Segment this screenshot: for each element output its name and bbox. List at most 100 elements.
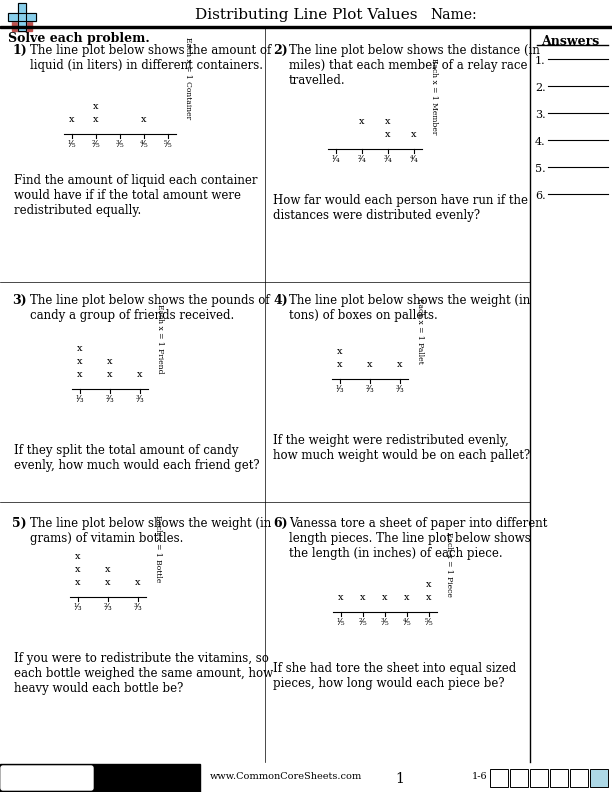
Text: ¹⁄₅: ¹⁄₅ [337, 618, 345, 627]
Text: Each x = 1 Piece: Each x = 1 Piece [445, 532, 453, 597]
Text: Name:: Name: [430, 8, 477, 22]
Text: Each x = 1 Member: Each x = 1 Member [430, 58, 438, 134]
Text: 67: 67 [513, 771, 524, 779]
Text: x: x [93, 115, 99, 124]
Text: x: x [337, 347, 343, 356]
Text: Each x = 1 Bottle: Each x = 1 Bottle [154, 515, 162, 582]
Text: 4.: 4. [535, 137, 546, 147]
Text: 5): 5) [12, 517, 27, 530]
Text: ¹⁄₃: ¹⁄₃ [76, 395, 84, 404]
Bar [8, 13, 36, 21]
Text: Vanessa tore a sheet of paper into different
length pieces. The line plot below : Vanessa tore a sheet of paper into diffe… [289, 517, 547, 560]
Text: ²⁄₃: ²⁄₃ [103, 603, 113, 612]
Text: x: x [426, 593, 431, 602]
Bar [510, 769, 528, 787]
Text: 1: 1 [395, 772, 405, 786]
Text: x: x [77, 370, 83, 379]
Text: x: x [367, 360, 373, 369]
Text: 5.: 5. [535, 164, 546, 174]
Text: x: x [93, 102, 99, 111]
Text: x: x [385, 117, 390, 126]
Text: ²⁄₃: ²⁄₃ [365, 385, 375, 394]
Text: 6): 6) [273, 517, 288, 530]
Text: x: x [75, 578, 81, 587]
Text: x: x [405, 593, 410, 602]
Text: Each x = 1 Pallet: Each x = 1 Pallet [416, 299, 424, 364]
Text: ¹⁄₃: ¹⁄₃ [336, 385, 345, 394]
Text: www.CommonCoreSheets.com: www.CommonCoreSheets.com [210, 772, 362, 781]
Text: ⁴⁄₅: ⁴⁄₅ [140, 140, 148, 149]
Text: 6.: 6. [535, 191, 546, 201]
Text: x: x [141, 115, 147, 124]
Text: ¹⁄₅: ¹⁄₅ [68, 140, 76, 149]
Text: 17: 17 [573, 771, 584, 779]
Text: 0: 0 [596, 771, 602, 779]
Text: If they split the total amount of candy
evenly, how much would each friend get?: If they split the total amount of candy … [14, 444, 259, 472]
Text: The line plot below shows the weight (in
tons) of boxes on pallets.: The line plot below shows the weight (in… [289, 294, 530, 322]
Text: The line plot below shows the amount of
liquid (in liters) in different containe: The line plot below shows the amount of … [30, 44, 271, 72]
Text: ²⁄₅: ²⁄₅ [92, 140, 100, 149]
Text: 1.: 1. [535, 56, 546, 66]
Text: x: x [360, 593, 366, 602]
Text: If she had tore the sheet into equal sized
pieces, how long would each piece be?: If she had tore the sheet into equal siz… [273, 662, 517, 690]
Bar [18, 3, 26, 31]
Text: 1): 1) [12, 44, 27, 57]
Bar [0, 764, 200, 792]
Text: x: x [69, 115, 75, 124]
Text: Find the amount of liquid each container
would have if if the total amount were
: Find the amount of liquid each container… [14, 174, 258, 217]
Text: x: x [107, 370, 113, 379]
Bar [8, 13, 36, 21]
Text: x: x [77, 344, 83, 353]
Text: x: x [337, 360, 343, 369]
Text: 2): 2) [273, 44, 288, 57]
FancyBboxPatch shape [1, 766, 93, 790]
Text: ³⁄₄: ³⁄₄ [384, 155, 392, 164]
Text: 83: 83 [494, 771, 504, 779]
Text: ⁵⁄₅: ⁵⁄₅ [163, 140, 173, 149]
Text: Answers: Answers [541, 35, 599, 48]
Text: x: x [105, 565, 111, 574]
Text: The line plot below shows the weight (in
grams) of vitamin bottles.: The line plot below shows the weight (in… [30, 517, 271, 545]
Text: ³⁄₃: ³⁄₃ [395, 385, 405, 394]
Text: ²⁄₄: ²⁄₄ [357, 155, 367, 164]
Text: ⁵⁄₅: ⁵⁄₅ [425, 618, 433, 627]
Bar [550, 769, 568, 787]
Bar [12, 21, 32, 31]
Text: Solve each problem.: Solve each problem. [8, 32, 150, 45]
Text: ³⁄₃: ³⁄₃ [133, 603, 143, 612]
Text: ²⁄₃: ²⁄₃ [106, 395, 114, 404]
Text: x: x [137, 370, 143, 379]
Text: x: x [385, 130, 390, 139]
Text: x: x [426, 580, 431, 589]
Text: 2.: 2. [535, 83, 546, 93]
Text: x: x [411, 130, 417, 139]
Text: Each x = 1 Container: Each x = 1 Container [184, 37, 192, 119]
Bar [530, 769, 548, 787]
Text: If you were to redistribute the vitamins, so
each bottle weighed the same amount: If you were to redistribute the vitamins… [14, 652, 273, 695]
Text: x: x [107, 357, 113, 366]
Bar [0, 25, 612, 28]
Text: 1-6: 1-6 [472, 772, 488, 781]
Text: 3.: 3. [535, 110, 546, 120]
Text: If the weight were redistributed evenly,
how much weight would be on each pallet: If the weight were redistributed evenly,… [273, 434, 530, 462]
Text: x: x [105, 578, 111, 587]
Text: x: x [338, 593, 344, 602]
Text: ⁴⁄₅: ⁴⁄₅ [403, 618, 411, 627]
Text: Math: Math [26, 767, 67, 781]
Bar [18, 3, 26, 31]
Text: 4): 4) [273, 294, 288, 307]
Text: 50: 50 [534, 771, 544, 779]
Bar [590, 769, 608, 787]
Text: x: x [382, 593, 388, 602]
Text: ⁴⁄₄: ⁴⁄₄ [409, 155, 419, 164]
Text: ³⁄₅: ³⁄₅ [381, 618, 389, 627]
Text: x: x [397, 360, 403, 369]
Text: 3): 3) [12, 294, 27, 307]
Text: x: x [75, 552, 81, 561]
Bar [490, 769, 508, 787]
Text: ¹⁄₄: ¹⁄₄ [332, 155, 340, 164]
Text: x: x [359, 117, 365, 126]
Text: ²⁄₅: ²⁄₅ [359, 618, 367, 627]
Text: How far would each person have run if the
distances were distributed evenly?: How far would each person have run if th… [273, 194, 528, 222]
Text: ¹⁄₃: ¹⁄₃ [73, 603, 82, 612]
